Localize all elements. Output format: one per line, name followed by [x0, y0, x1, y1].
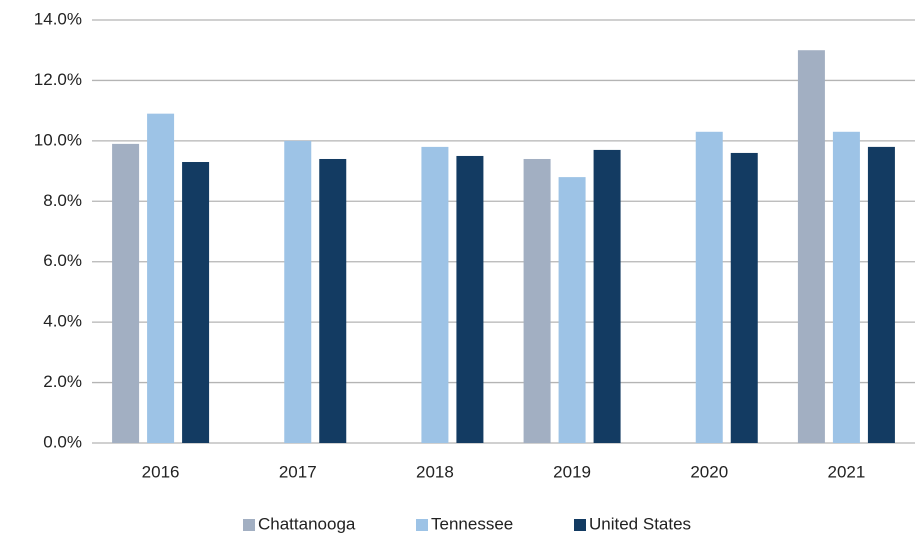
legend-swatch: [416, 519, 428, 531]
x-tick-label: 2020: [690, 462, 728, 481]
bar: [797, 50, 825, 443]
y-tick-label: 4.0%: [43, 312, 82, 331]
bar: [695, 131, 723, 444]
bar: [730, 152, 758, 443]
x-tick-label: 2021: [828, 462, 866, 481]
bar: [147, 113, 175, 444]
y-tick-label: 8.0%: [43, 191, 82, 210]
bar: [284, 140, 312, 443]
y-tick-label: 12.0%: [34, 70, 82, 89]
legend-swatch: [243, 519, 255, 531]
legend-label: United States: [589, 514, 691, 533]
y-tick-label: 14.0%: [34, 9, 82, 28]
x-tick-label: 2019: [553, 462, 591, 481]
bar: [867, 146, 895, 443]
bar: [112, 143, 140, 443]
x-tick-label: 2016: [142, 462, 180, 481]
x-tick-label: 2018: [416, 462, 454, 481]
y-tick-label: 0.0%: [43, 432, 82, 451]
bar: [421, 146, 449, 443]
bar: [593, 149, 621, 443]
bar: [558, 177, 586, 443]
bar: [456, 155, 484, 443]
bar: [523, 158, 551, 443]
x-tick-label: 2017: [279, 462, 317, 481]
legend-label: Tennessee: [431, 514, 513, 533]
bar: [182, 162, 210, 443]
legend-label: Chattanooga: [258, 514, 356, 533]
legend-swatch: [574, 519, 586, 531]
y-tick-label: 6.0%: [43, 251, 82, 270]
bar: [319, 158, 347, 443]
bar: [832, 131, 860, 444]
y-tick-label: 2.0%: [43, 372, 82, 391]
y-tick-label: 10.0%: [34, 130, 82, 149]
